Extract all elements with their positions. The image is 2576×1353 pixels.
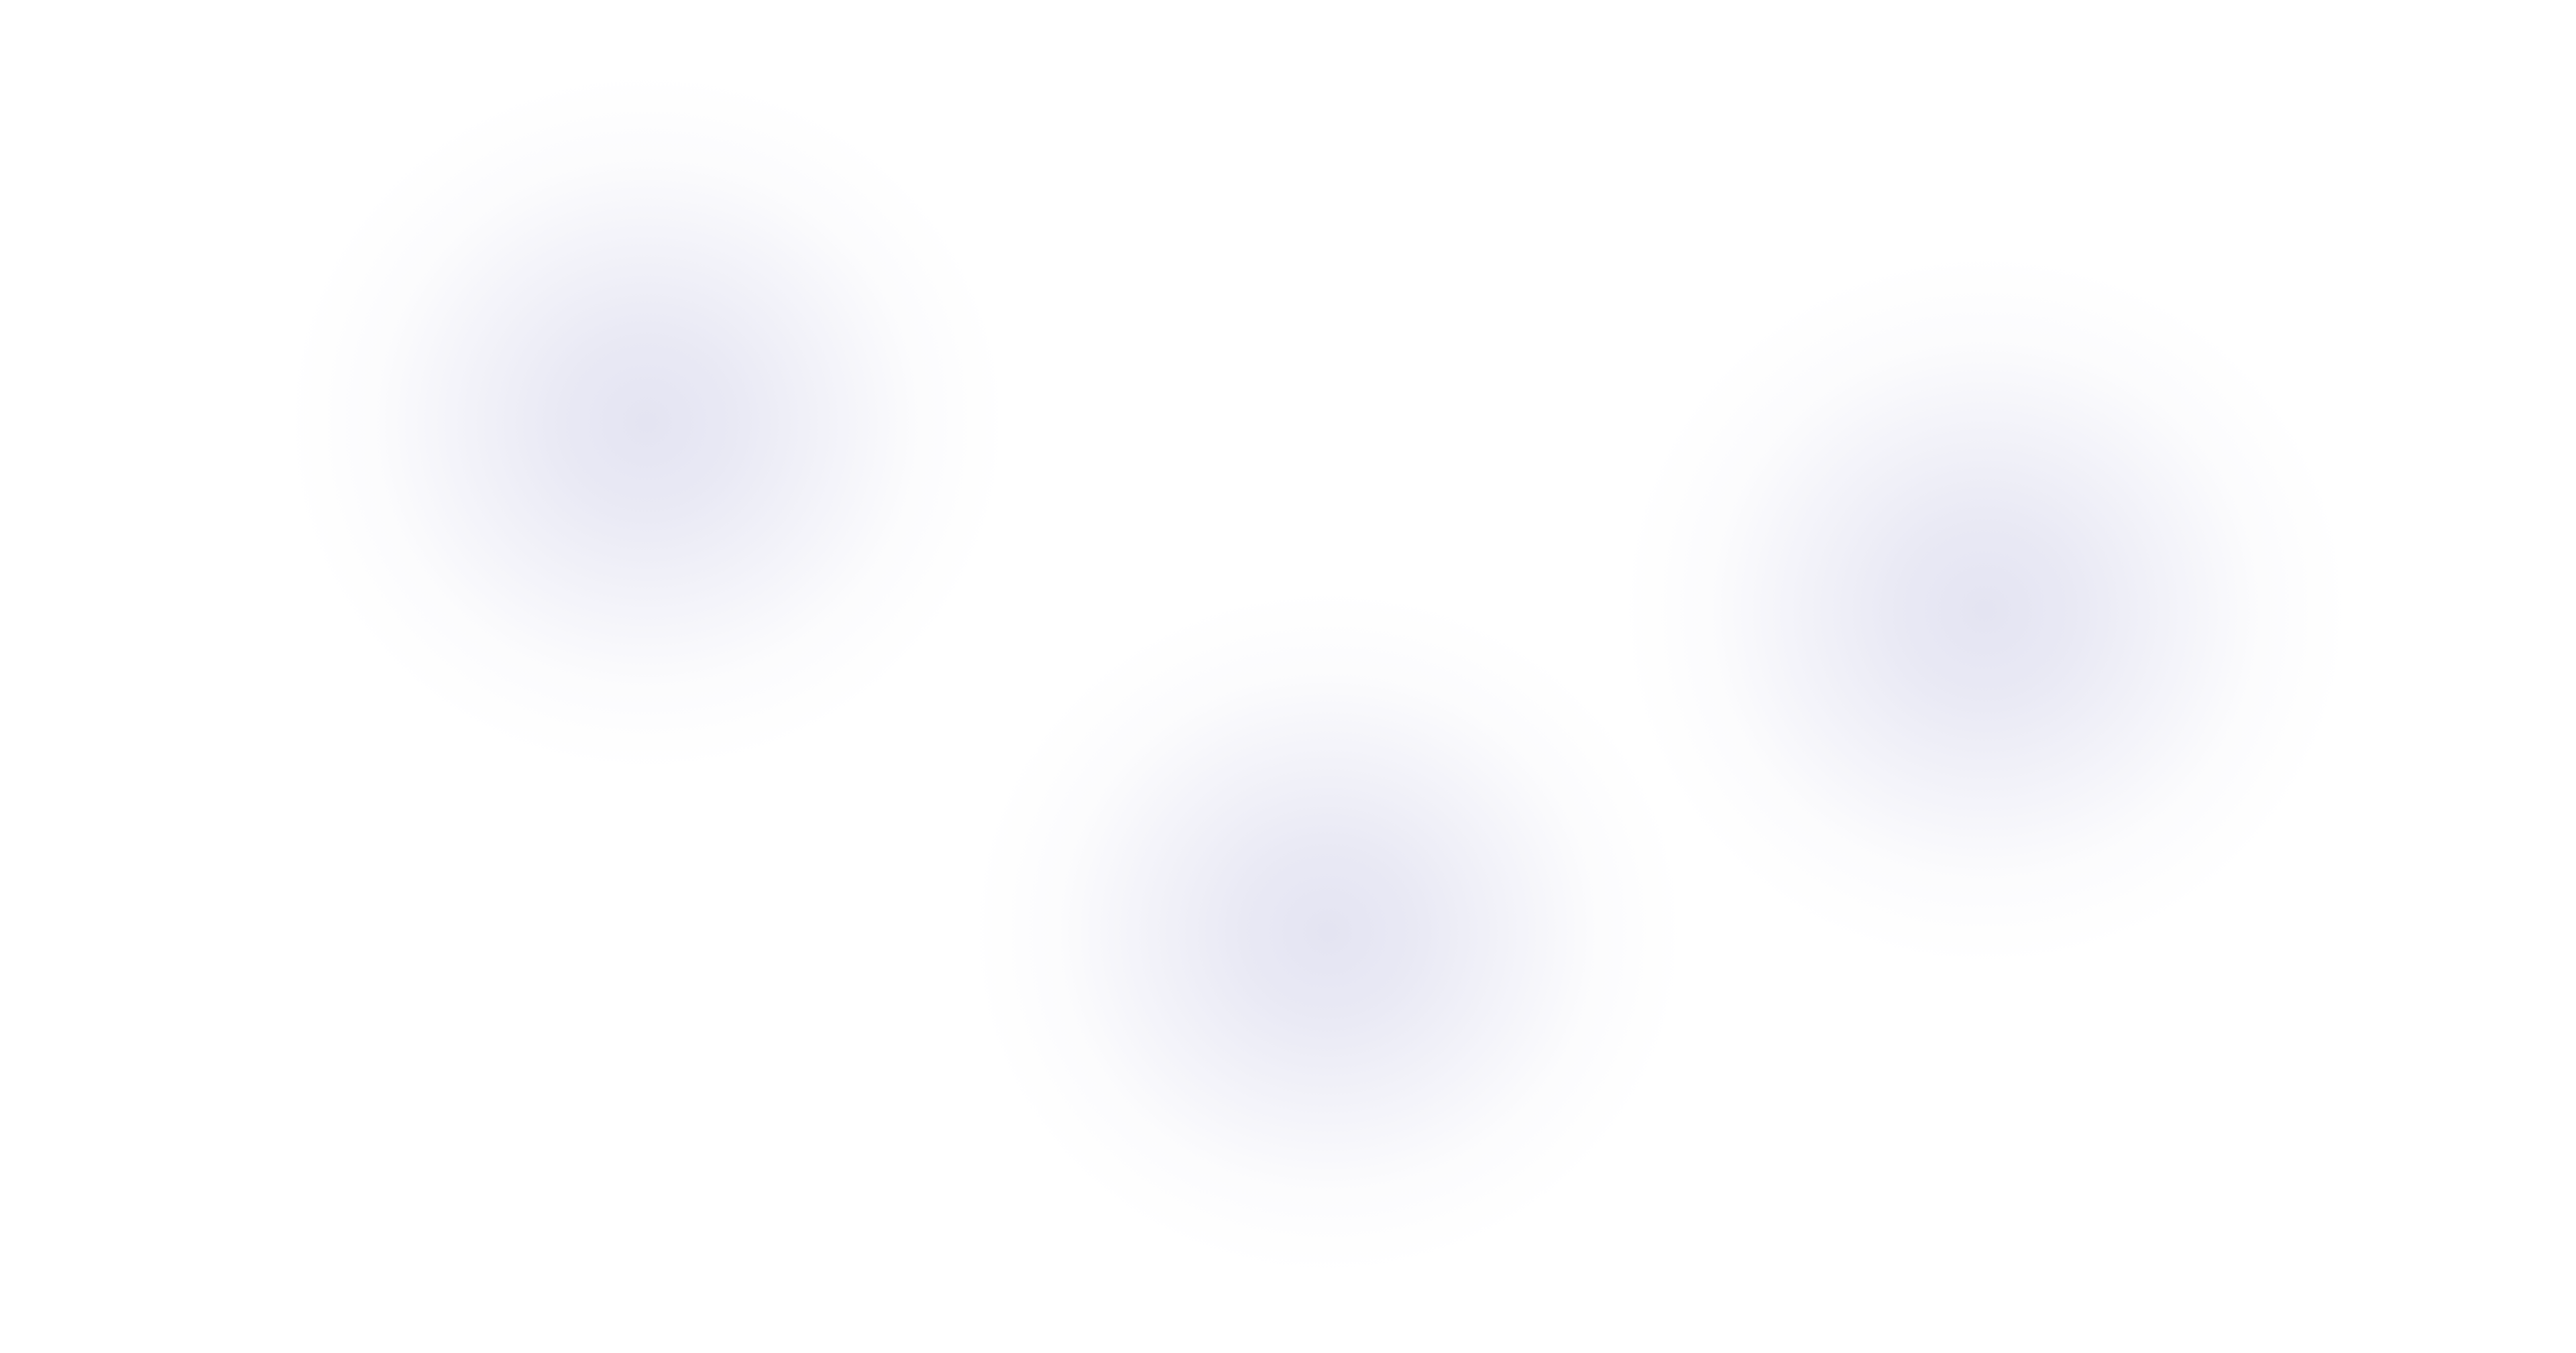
blurred-blob-top-left [288, 74, 1006, 771]
blurred-blob-bottom-center [972, 590, 1683, 1274]
blurred-blob-right [1623, 255, 2347, 965]
